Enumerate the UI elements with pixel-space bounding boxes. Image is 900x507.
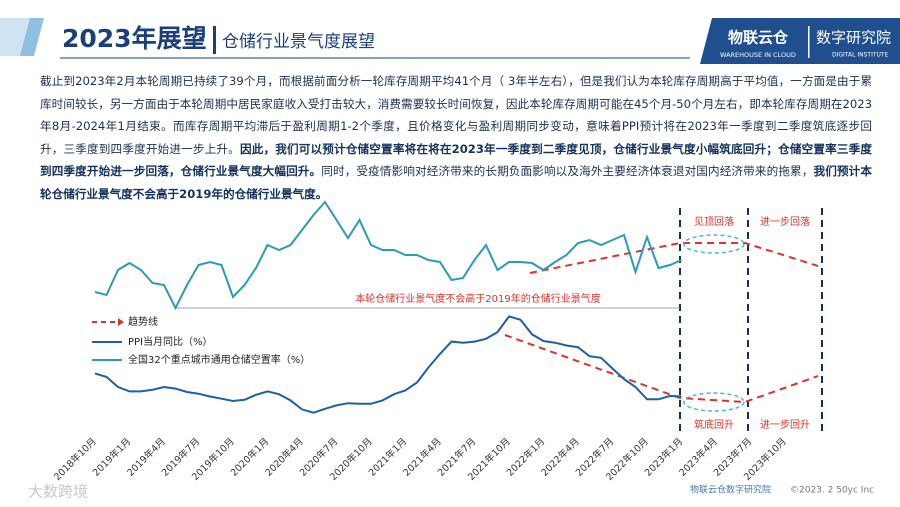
body-segment: 我们预计本轮仓储行业景气度不会高于2019年的仓储行业景气度。 xyxy=(40,164,872,201)
watermark: 大数跨境 xyxy=(28,483,88,501)
logo-sep xyxy=(808,26,810,58)
annotation: 进一步回落 xyxy=(760,216,810,228)
body-segment: 截止到2023年2月本轮周期已持续了39个月，而根据前面分析一轮库存周期平均41… xyxy=(40,74,872,156)
annotation: 见顶回落 xyxy=(694,216,734,228)
legend-label: PPI当月同比（%） xyxy=(128,335,213,348)
trend-line xyxy=(504,334,819,404)
annotation: 筑底回升 xyxy=(694,418,734,431)
footer-source: 物联云仓数字研究院 xyxy=(690,484,771,496)
x-tick-label: 2018年10月 xyxy=(51,435,99,483)
logo-institute-en: DIGITAL INSTITUTE xyxy=(832,52,889,59)
body-segment: 同时，受疫情影响对经济带来的长期负面影响以及海外主要经济体衰退对国内经济带来的拖… xyxy=(321,164,814,179)
legend-label: 趋势线 xyxy=(128,315,158,328)
deco xyxy=(20,18,44,56)
body-segment: 因此，我们可以预计仓储空置率将在将在2023年一季度到二季度见顶，仓储行业景气度… xyxy=(40,141,872,179)
series-line xyxy=(94,315,682,414)
series-line xyxy=(94,200,682,311)
footer-copyright: ©2023. 2 50yc Inc xyxy=(790,486,874,496)
trend-line xyxy=(529,242,819,274)
legend-label: 全国32个重点城市通用仓储空置率（%） xyxy=(128,353,310,366)
highlight xyxy=(683,234,745,254)
body-text: 截止到2023年2月本轮周期已持续了39个月，而根据前面分析一轮库存周期平均41… xyxy=(40,70,872,206)
title: 2023年展望 xyxy=(62,24,207,53)
logo-name-en: WAREHOUSE IN CLOUD xyxy=(720,51,796,59)
highlight xyxy=(683,392,745,412)
logo-institute: 数字研究院 xyxy=(816,29,891,47)
annotation: 本轮仓储行业景气度不会高于2019年的仓储行业景气度 xyxy=(355,292,600,305)
separator xyxy=(213,26,216,54)
logo-name: 物联云仓 xyxy=(728,29,789,47)
legend-swatch xyxy=(118,318,124,326)
chart: 本轮仓储行业景气度不会高于2019年的仓储行业景气度 见顶回落 进一步回落 筑底… xyxy=(51,200,823,483)
logo-box xyxy=(700,18,900,64)
annotation: 进一步回升 xyxy=(760,419,810,431)
subtitle: 仓储行业景气度展望 xyxy=(222,32,375,52)
